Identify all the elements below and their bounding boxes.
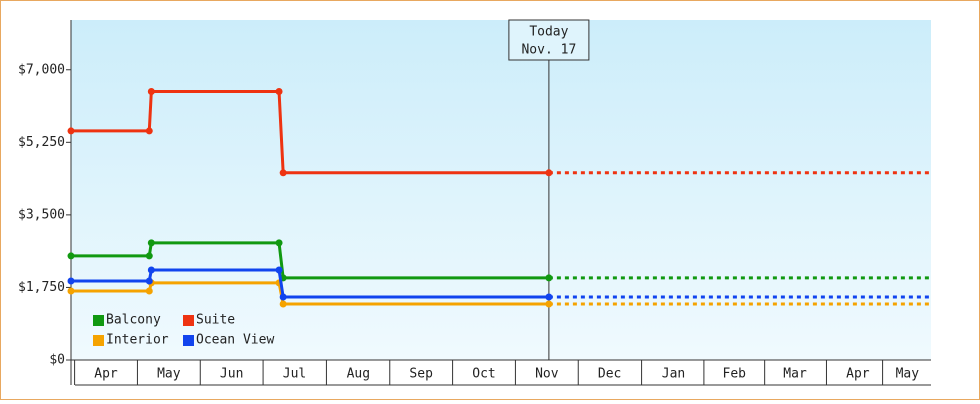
data-point [67, 277, 75, 285]
data-point [147, 266, 155, 274]
y-tick-label: $3,500 [18, 207, 65, 222]
y-tick-label: $1,750 [18, 280, 65, 295]
series-line [71, 281, 549, 306]
series-line [71, 241, 549, 280]
x-tick-label: Sep [409, 367, 433, 382]
data-point [147, 88, 155, 96]
legend-label: Suite [196, 313, 235, 328]
data-point [279, 300, 287, 308]
data-point [145, 277, 153, 285]
data-point [279, 169, 287, 177]
legend-swatch [93, 315, 104, 326]
data-point [545, 293, 553, 301]
legend-label: Ocean View [196, 333, 274, 348]
x-tick-label: Jul [283, 367, 306, 382]
x-tick-label: Nov [535, 367, 559, 382]
data-point [67, 287, 75, 295]
data-point [545, 274, 553, 282]
series-line [71, 90, 549, 175]
x-tick-label: Oct [472, 367, 495, 382]
today-box [508, 19, 590, 61]
data-point [545, 169, 553, 177]
data-point [147, 239, 155, 247]
x-tick-label: May [157, 367, 181, 382]
data-point [145, 127, 153, 135]
today-date: Nov. 17 [521, 43, 576, 58]
data-point [67, 252, 75, 260]
data-point [545, 300, 553, 308]
data-point [67, 127, 75, 135]
x-tick-label: Apr [94, 367, 118, 382]
data-point [275, 88, 283, 96]
x-tick-label: Aug [347, 367, 370, 382]
plot-area [71, 20, 931, 360]
legend-swatch [93, 335, 104, 346]
x-tick-label: Feb [723, 367, 747, 382]
x-tick-label: Jun [220, 367, 243, 382]
y-tick-label: $5,250 [18, 135, 65, 150]
data-point [145, 287, 153, 295]
x-tick-label: Apr [846, 367, 870, 382]
x-tick-label: May [896, 367, 920, 382]
x-tick-label: Dec [598, 367, 621, 382]
data-point [275, 239, 283, 247]
legend-swatch [183, 335, 194, 346]
data-point [275, 266, 283, 274]
legend-swatch [183, 315, 194, 326]
x-tick-label: Jan [662, 367, 685, 382]
y-tick-label: $7,000 [18, 62, 65, 77]
data-point [145, 252, 153, 260]
y-tick-label: $0 [49, 353, 65, 368]
today-label: Today [529, 25, 568, 40]
x-tick-label: Mar [783, 367, 807, 382]
legend-label: Balcony [106, 313, 161, 328]
legend-label: Interior [106, 333, 169, 348]
series-line [71, 268, 549, 299]
data-point [279, 293, 287, 301]
